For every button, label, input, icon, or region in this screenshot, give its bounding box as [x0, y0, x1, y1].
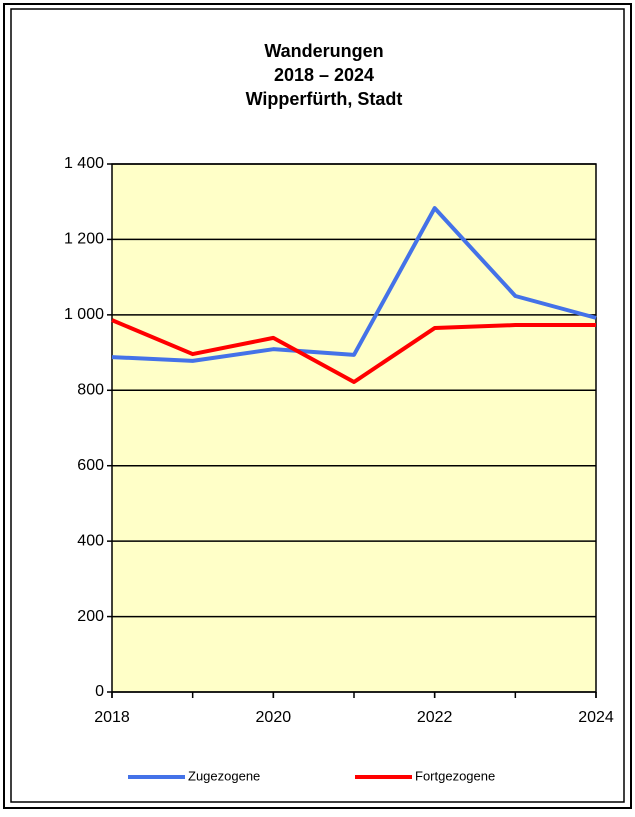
y-tick-label: 1 200 — [64, 231, 104, 248]
legend-label: Zugezogene — [188, 768, 260, 783]
chart-title: Wanderungen — [264, 41, 383, 61]
y-tick-label: 1 000 — [64, 306, 104, 323]
x-tick-label: 2018 — [94, 709, 130, 726]
inner-frame — [10, 8, 625, 803]
x-tick-label: 2024 — [578, 709, 614, 726]
series-line — [111, 206, 597, 363]
x-tick-label: 2020 — [256, 709, 292, 726]
legend-label: Fortgezogene — [415, 768, 495, 783]
y-tick-label: 200 — [77, 608, 104, 625]
chart-title: 2018 – 2024 — [274, 65, 374, 85]
plot-area — [111, 163, 597, 693]
y-tick-label: 800 — [77, 382, 104, 399]
series-line — [111, 318, 596, 384]
x-tick-label: 2022 — [417, 709, 453, 726]
y-tick-label: 600 — [77, 457, 104, 474]
y-tick-label: 0 — [95, 683, 104, 700]
y-tick-label: 1 400 — [64, 155, 104, 172]
y-tick-label: 400 — [77, 532, 104, 549]
chart-title: Wipperfürth, Stadt — [246, 89, 403, 109]
